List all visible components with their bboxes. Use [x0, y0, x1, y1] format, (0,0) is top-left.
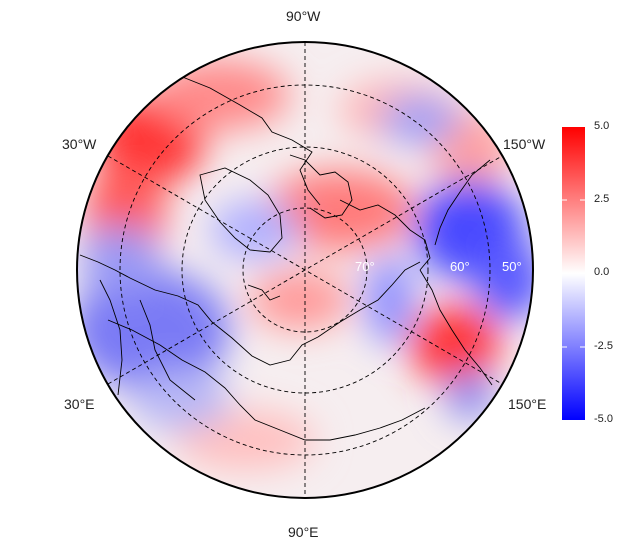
lon-label-lower-left: 30°E	[64, 396, 95, 412]
lon-label-upper-right: 150°W	[503, 136, 546, 152]
colorbar	[562, 127, 585, 420]
lat-label-60: 60°	[450, 259, 470, 274]
colorbar-tick-label: 0.0	[594, 266, 610, 278]
coastlines	[79, 54, 493, 441]
colorbar-tick-label: 5.0	[594, 120, 610, 132]
lon-label-top: 90°W	[286, 8, 321, 24]
colorbar-tick-label: -5.0	[594, 413, 613, 425]
lon-label-bottom: 90°E	[288, 524, 319, 540]
lon-label-lower-right: 150°E	[508, 396, 547, 412]
lon-label-upper-left: 30°W	[62, 136, 97, 152]
colorbar-tick-label: -2.5	[594, 340, 613, 352]
map-boundary	[76, 41, 534, 499]
graticule	[107, 42, 503, 498]
colorbar-tick-label: 2.5	[594, 193, 610, 205]
lat-label-50: 50°	[502, 259, 522, 274]
lat-label-70: 70°	[355, 259, 375, 274]
colorbar-ticks	[562, 199, 585, 348]
anomaly-field	[77, 42, 533, 498]
